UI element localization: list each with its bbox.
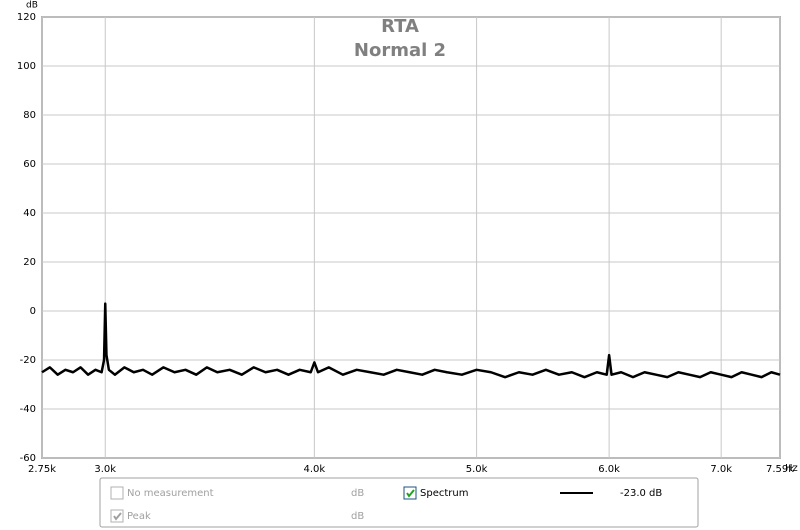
- x-tick-label: 6.0k: [598, 464, 620, 475]
- x-tick-label: 3.0k: [94, 464, 116, 475]
- y-tick-label: 80: [23, 110, 36, 121]
- y-tick-label: -20: [20, 355, 36, 366]
- series-checkbox[interactable]: [403, 486, 417, 500]
- y-tick-label: 100: [17, 61, 36, 72]
- y-unit: dB: [26, 1, 38, 11]
- y-tick-label: 40: [23, 208, 36, 219]
- y-tick-label: -40: [20, 404, 36, 415]
- x-tick-label: 4.0k: [304, 464, 326, 475]
- chart-subtitle: Normal 2: [354, 40, 446, 61]
- legend-checkbox: [110, 509, 124, 523]
- legend-label: Peak: [127, 511, 151, 522]
- legend-unit: dB: [351, 511, 364, 522]
- legend-checkbox-check: [113, 512, 122, 521]
- series-checkbox-check: [406, 489, 415, 498]
- y-tick-label: 20: [23, 257, 36, 268]
- legend-box: [99, 477, 699, 528]
- y-tick-label: 0: [30, 306, 36, 317]
- x-tick-label: 7.0k: [710, 464, 732, 475]
- x-unit: Hz: [785, 463, 798, 474]
- x-tick-label: 5.0k: [466, 464, 488, 475]
- y-tick-label: 120: [17, 12, 36, 23]
- legend-checkbox: [110, 486, 124, 500]
- plot-frame: [41, 16, 781, 459]
- legend-label: Spectrum: [420, 488, 468, 499]
- x-tick-label: 7.59k: [766, 464, 794, 475]
- legend-label: No measurement: [127, 488, 214, 499]
- x-tick-label: 2.75k: [28, 464, 56, 475]
- y-tick-label: 60: [23, 159, 36, 170]
- legend-unit: dB: [351, 488, 364, 499]
- chart-title: RTA: [381, 16, 419, 37]
- spectrum-line: [41, 302, 781, 379]
- y-tick-label: -60: [20, 453, 36, 464]
- legend-reading: -23.0 dB: [620, 488, 662, 499]
